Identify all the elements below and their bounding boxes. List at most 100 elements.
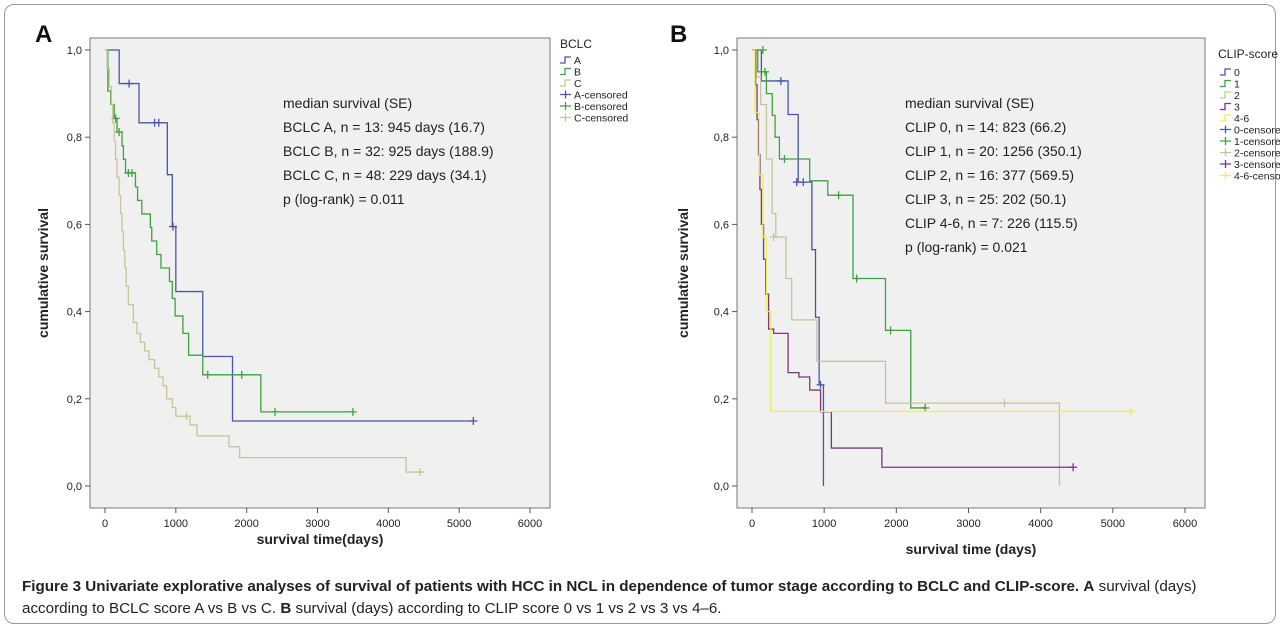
series-line-4-6 [752, 49, 1131, 413]
legend-swatch [1220, 114, 1231, 122]
y-tick-label: 0,4 [714, 307, 729, 319]
censored-mark-1 [760, 67, 769, 76]
caption-text-b: survival (days) according to CLIP score … [295, 600, 722, 617]
y-tick-label: 0,4 [67, 307, 82, 319]
x-tick-label: 6000 [1173, 518, 1197, 530]
panel-letter: A [35, 21, 52, 48]
censored-mark-B [203, 370, 212, 379]
censored-mark-1 [886, 326, 895, 335]
series-line-B [105, 49, 353, 413]
censored-mark-B [127, 168, 136, 177]
y-tick-label: 1,0 [67, 45, 82, 57]
censored-mark-C [416, 468, 425, 477]
censored-mark-0 [799, 178, 808, 187]
legend-label: 2 [1234, 90, 1240, 102]
y-tick-label: 0,8 [714, 132, 729, 144]
censored-mark-A [125, 79, 134, 88]
y-axis-label: cumulative survival [35, 208, 51, 338]
annotation-line: CLIP 1, n = 20: 1256 (350.1) [905, 143, 1082, 159]
annotation-line: p (log-rank) = 0.021 [905, 239, 1028, 255]
legend-swatch [560, 79, 571, 87]
series-line-0 [752, 49, 825, 486]
censored-mark-C [182, 412, 191, 421]
x-tick-label: 6000 [518, 518, 542, 530]
y-tick-label: 0,6 [714, 219, 729, 231]
annotation-line: CLIP 3, n = 25: 202 (50.1) [905, 191, 1066, 207]
annotation-line: BCLC C, n = 48: 229 days (34.1) [283, 167, 487, 183]
censored-mark-B [237, 370, 246, 379]
censored-mark-1 [921, 403, 930, 412]
x-tick-label: 3000 [305, 518, 329, 530]
legend-swatch [1220, 68, 1231, 76]
x-tick-label: 3000 [956, 518, 980, 530]
panel-letter: B [670, 21, 687, 48]
annotation-line: CLIP 4-6, n = 7: 226 (115.5) [905, 215, 1078, 231]
legend-swatch-censored [1220, 125, 1231, 134]
figure-caption: Figure 3 Univariate explorative analyses… [22, 576, 1262, 620]
legend-label: 1 [1234, 79, 1240, 91]
caption-label-a: A [1083, 578, 1095, 595]
x-tick-label: 2000 [884, 518, 908, 530]
censored-mark-1 [758, 46, 767, 54]
censored-mark-A [469, 417, 478, 426]
legend-swatch [1220, 102, 1231, 111]
legend-label: B [574, 67, 581, 79]
annotation-line: CLIP 0, n = 14: 823 (66.2) [905, 119, 1066, 135]
annotation-line: p (log-rank) = 0.011 [283, 191, 405, 207]
legend-label: 1-censored [1234, 136, 1280, 148]
x-tick-label: 0 [749, 518, 755, 530]
plot-area [89, 37, 551, 509]
y-tick-label: 1,0 [714, 45, 729, 57]
x-tick-label: 5000 [1101, 518, 1125, 530]
legend-label: 4-6-censored [1234, 171, 1280, 183]
caption-label-b: B [280, 600, 292, 617]
caption-title: Figure 3 Univariate explorative analyses… [22, 578, 1080, 595]
annotation-line: BCLC A, n = 13: 945 days (16.7) [283, 119, 485, 135]
censored-mark-A [169, 222, 177, 231]
x-tick-label: 0 [102, 518, 108, 530]
x-tick-label: 1000 [812, 518, 836, 530]
legend-swatch-censored [1220, 148, 1231, 157]
legend-swatch-censored [560, 102, 571, 110]
x-tick-label: 5000 [447, 518, 471, 530]
censored-mark-B [115, 127, 124, 136]
legend-swatch [560, 56, 571, 64]
legend-label: 0 [1234, 67, 1240, 79]
legend-label: 4-6 [1234, 113, 1249, 125]
legend-swatch-censored [560, 90, 571, 99]
legend-label: 0-censored [1234, 125, 1280, 137]
legend-swatch [1220, 91, 1231, 99]
y-tick-label: 0,6 [67, 219, 82, 231]
censored-mark-2 [1000, 399, 1009, 408]
censored-mark-0 [776, 76, 785, 85]
x-tick-label: 4000 [1028, 518, 1052, 530]
legend-label: C-censored [574, 113, 628, 125]
chart-panel-a: A 0,0 0,2 0,4 0,6 0,8 1,0 0 1000 2000 3000 4000 5000… [35, 21, 628, 547]
y-tick-label: 0,0 [714, 481, 729, 493]
censored-mark-4-6 [1126, 407, 1135, 416]
y-axis-label: cumulative survival [675, 208, 691, 338]
x-tick-label: 1000 [164, 518, 188, 530]
legend-swatch-censored [1220, 137, 1231, 145]
legend-label: A [574, 55, 581, 67]
series-line-1 [752, 49, 926, 409]
annotation-line: CLIP 2, n = 16: 377 (569.5) [905, 167, 1074, 183]
censored-mark-3 [1069, 463, 1078, 472]
chart-panel-b: B 0,0 0,2 0,4 0,6 0,8 1,0 0 1000 2000 3000 4000 5000… [670, 21, 1280, 557]
censored-mark-B [348, 407, 357, 416]
censored-mark-A [154, 118, 163, 127]
x-tick-label: 2000 [234, 518, 258, 530]
y-tick-label: 0,2 [67, 394, 82, 406]
censored-mark-2 [769, 233, 778, 242]
legend-swatch-censored [1220, 160, 1231, 168]
legend-label: A-censored [574, 90, 628, 102]
legend-swatch [1220, 79, 1231, 88]
annotation-line: median survival (SE) [905, 95, 1034, 111]
legend-label: 3 [1234, 102, 1240, 114]
y-tick-label: 0,8 [67, 132, 82, 144]
legend-swatch [560, 67, 571, 76]
legend-label: 3-censored [1234, 159, 1280, 171]
legend-swatch-censored [1220, 171, 1231, 180]
annotation-line: median survival (SE) [283, 95, 412, 111]
annotation-line: BCLC B, n = 32: 925 days (188.9) [283, 143, 494, 159]
